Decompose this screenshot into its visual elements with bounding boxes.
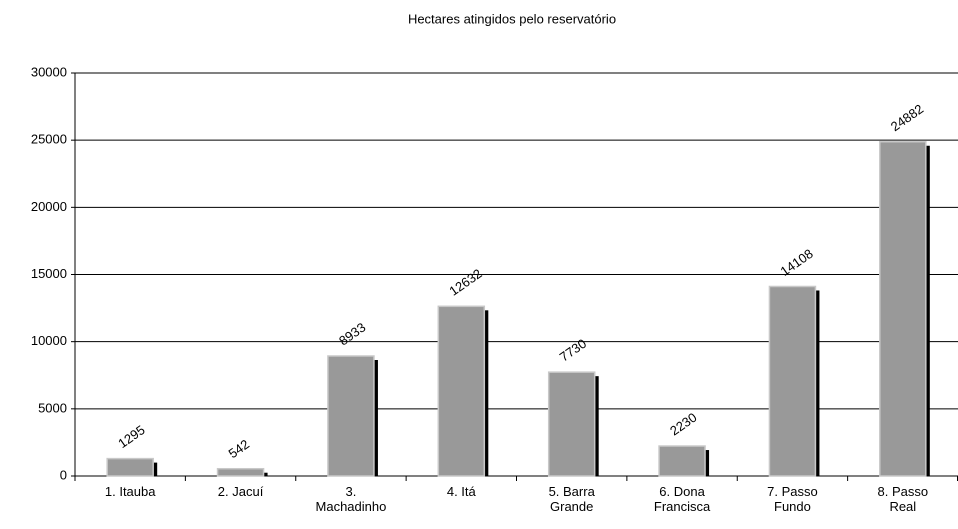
x-tick-label: 4. Itá <box>447 484 477 499</box>
value-label: 2230 <box>667 410 699 439</box>
value-label: 24882 <box>888 101 926 134</box>
bar <box>879 141 927 477</box>
x-tick-label: 8. Passo Real <box>878 484 929 514</box>
y-tick-label: 15000 <box>31 266 67 281</box>
bar <box>106 457 154 477</box>
x-tick-label: 7. Passo Fundo <box>767 484 818 514</box>
y-tick-label: 5000 <box>38 400 67 415</box>
x-tick-label: 2. Jacuí <box>218 484 264 499</box>
y-tick-label: 30000 <box>31 64 67 79</box>
value-label: 542 <box>226 436 252 461</box>
x-tick-label: 6. Dona Francisca <box>654 484 711 514</box>
bar <box>327 355 375 477</box>
y-tick-label: 0 <box>60 467 67 482</box>
x-tick-label: 3. Machadinho <box>316 484 387 514</box>
value-label: 8933 <box>336 320 368 349</box>
y-tick-label: 25000 <box>31 132 67 147</box>
bar <box>437 305 486 477</box>
bar <box>658 445 706 477</box>
x-tick-label: 5. Barra Grande <box>549 484 596 514</box>
bar <box>216 467 265 477</box>
bar <box>547 371 596 477</box>
value-label: 14108 <box>778 246 816 279</box>
chart-title: Hectares atingidos pelo reservatório <box>408 11 616 26</box>
x-tick-label: 1. Itauba <box>105 484 156 499</box>
y-tick-label: 20000 <box>31 199 67 214</box>
value-label: 7730 <box>557 336 589 365</box>
value-label: 1295 <box>115 422 147 451</box>
value-label: 12632 <box>446 266 484 299</box>
bar <box>768 285 817 477</box>
y-tick-label: 10000 <box>31 333 67 348</box>
